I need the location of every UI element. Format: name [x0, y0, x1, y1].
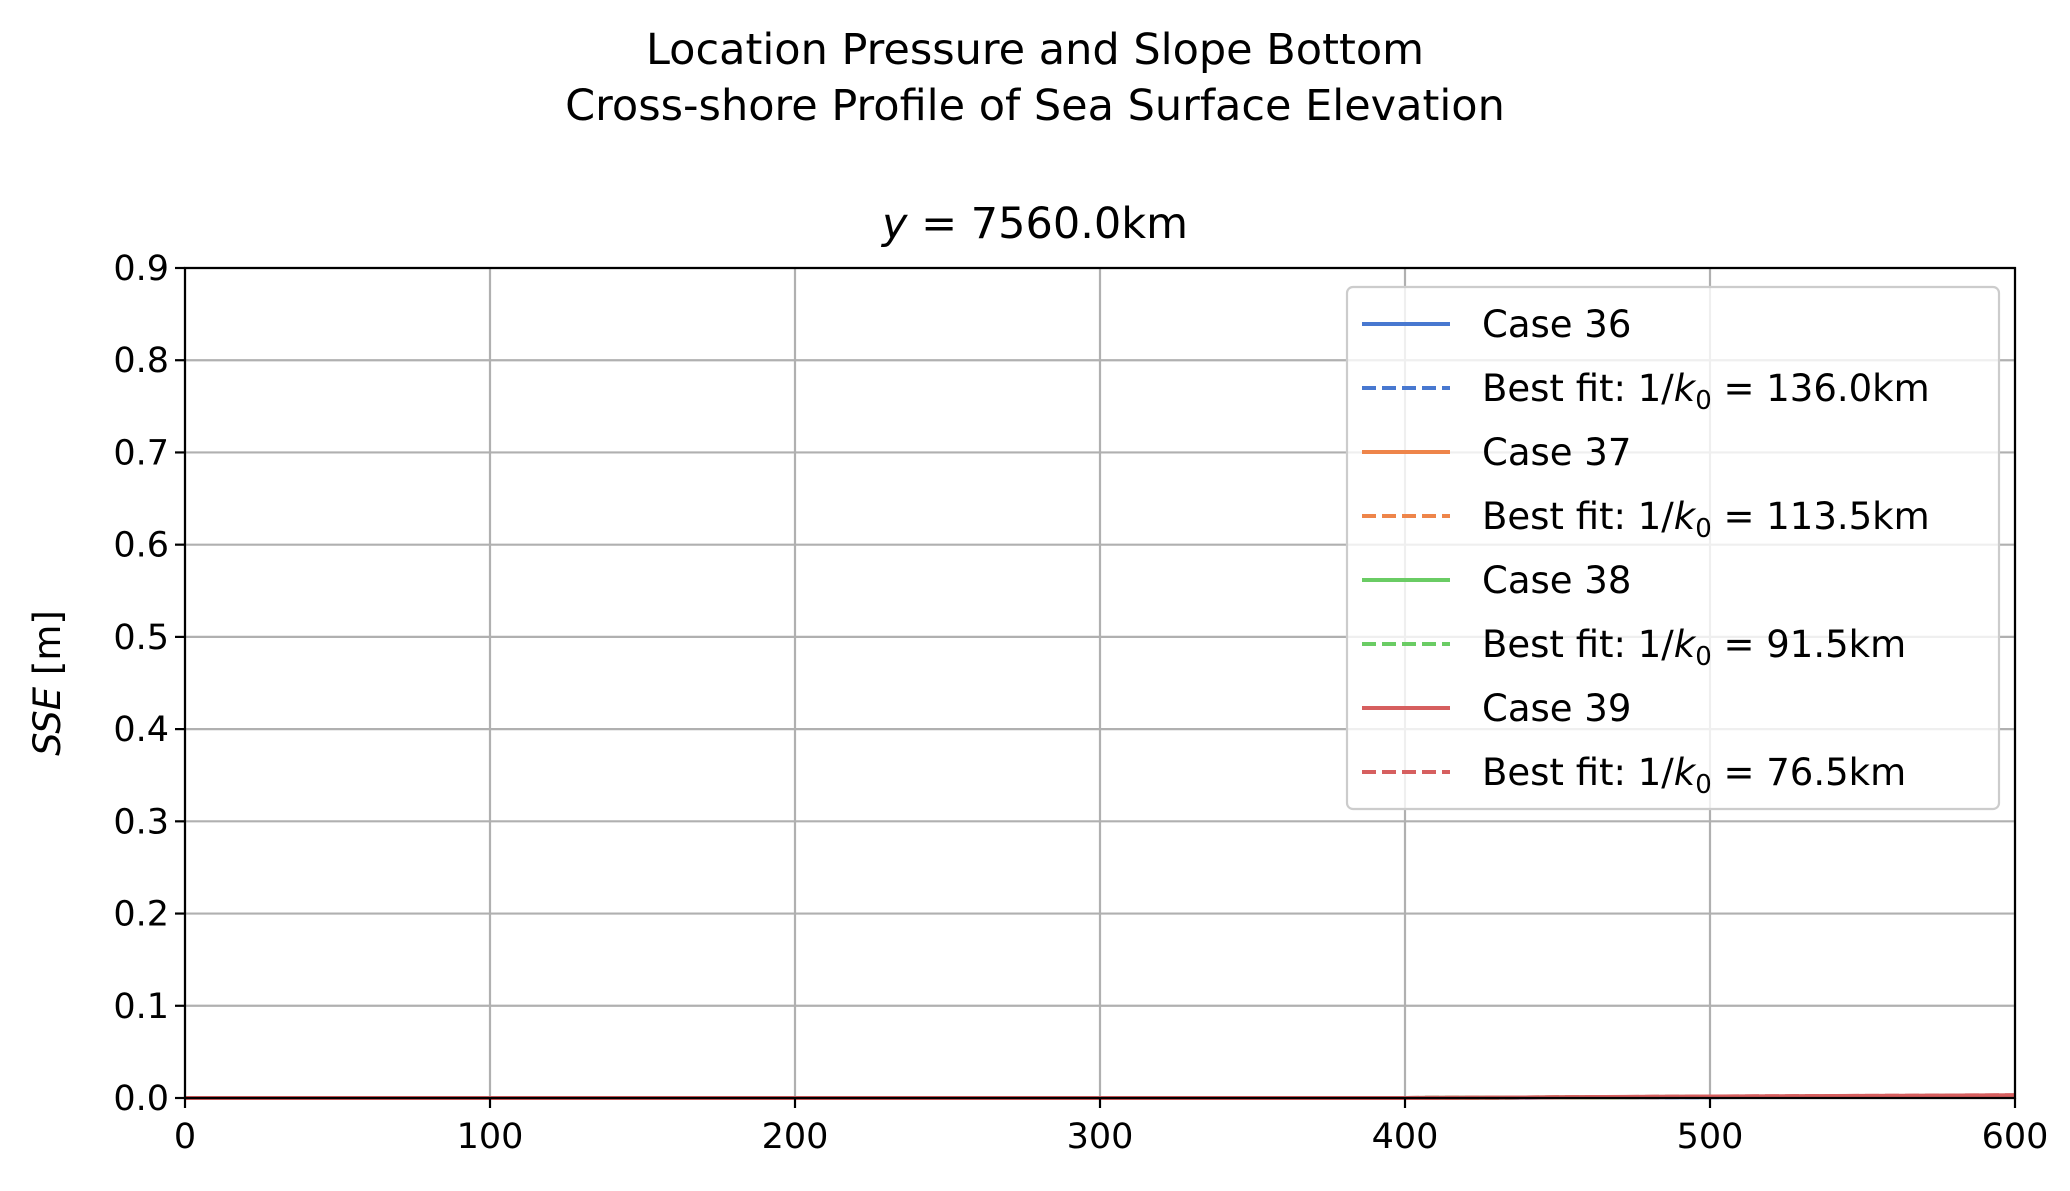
y-tick-label: 0.5 [113, 618, 169, 658]
axes-title-variable: y [880, 199, 908, 249]
x-tick-label: 0 [174, 1117, 196, 1157]
legend-label: Best fit: 1/k0 = 91.5km [1482, 623, 1906, 672]
legend-label: Case 39 [1482, 687, 1631, 730]
x-tick-label: 600 [1982, 1117, 2049, 1157]
x-tick-label: 400 [1372, 1117, 1439, 1157]
axes-title: y = 7560.0km [880, 199, 1188, 249]
legend: Case 36 Best fit: 1/k0 = 136.0km Case 37 Be… [1345, 285, 2001, 811]
legend-label: Case 36 [1482, 303, 1631, 346]
y-tick-label: 0.0 [113, 1079, 169, 1119]
legend-label: Case 37 [1482, 431, 1631, 474]
y-axis-ticks: 0.0 0.1 0.2 0.3 0.4 0.5 0.6 0.7 0.8 0.9 [113, 249, 185, 1119]
legend-label: Best fit: 1/k0 = 136.0km [1482, 367, 1930, 416]
legend-box [1345, 285, 2001, 811]
x-tick-label: 300 [1067, 1117, 1134, 1157]
axes-title-value: = 7560.0km [907, 199, 1188, 249]
y-tick-label: 0.3 [113, 802, 169, 842]
y-axis-label-unit: [m] [26, 610, 69, 687]
y-tick-label: 0.2 [113, 895, 169, 935]
y-axis-label-variable: SSE [26, 686, 69, 756]
x-tick-label: 200 [762, 1117, 829, 1157]
figure-title-line-2: Cross-shore Profile of Sea Surface Eleva… [565, 81, 1505, 131]
x-tick-label: 500 [1677, 1117, 1744, 1157]
y-tick-label: 0.7 [113, 433, 169, 473]
y-axis-label: SSE [m] [26, 610, 69, 756]
y-tick-label: 0.8 [113, 341, 169, 381]
legend-label: Case 38 [1482, 559, 1631, 602]
legend-label: Best fit: 1/k0 = 113.5km [1482, 495, 1930, 544]
x-axis-ticks: 0 100 200 300 400 500 600 [174, 1098, 2049, 1157]
y-tick-label: 0.1 [113, 987, 169, 1027]
y-tick-label: 0.4 [113, 710, 169, 750]
legend-label: Best fit: 1/k0 = 76.5km [1482, 751, 1906, 800]
y-tick-label: 0.9 [113, 249, 169, 289]
y-tick-label: 0.6 [113, 526, 169, 566]
figure-title-line-1: Location Pressure and Slope Bottom [646, 25, 1424, 75]
x-tick-label: 100 [457, 1117, 524, 1157]
